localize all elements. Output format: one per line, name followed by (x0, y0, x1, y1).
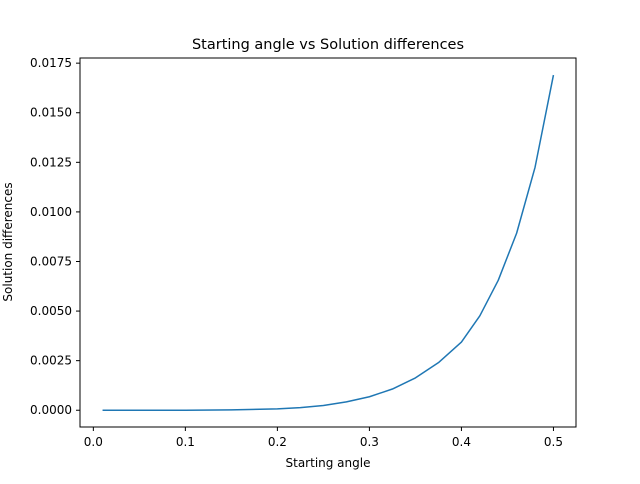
x-tick-label: 0.1 (176, 435, 195, 449)
y-tick-label: 0.0000 (30, 403, 72, 417)
x-axis-label: Starting angle (286, 456, 371, 470)
x-axis: 0.0 0.1 0.2 0.3 0.4 0.5 (84, 427, 563, 449)
x-tick-label: 0.5 (544, 435, 563, 449)
x-tick-label: 0.3 (360, 435, 379, 449)
y-tick-label: 0.0050 (30, 304, 72, 318)
x-tick-label: 0.4 (452, 435, 471, 449)
y-tick-label: 0.0100 (30, 205, 72, 219)
plot-area (102, 74, 555, 411)
y-tick-label: 0.0150 (30, 106, 72, 120)
y-tick-label: 0.0025 (30, 354, 72, 368)
y-tick-label: 0.0075 (30, 254, 72, 268)
x-tick-label: 0.2 (268, 435, 287, 449)
x-tick-label: 0.0 (84, 435, 103, 449)
y-axis-label: Solution differences (1, 182, 15, 301)
chart-title: Starting angle vs Solution differences (192, 37, 464, 53)
y-axis: 0.0000 0.0025 0.0050 0.0075 0.0100 0.0125 0.01… (30, 56, 80, 417)
plot-frame (79, 57, 577, 428)
y-tick-label: 0.0175 (30, 56, 72, 70)
y-tick-label: 0.0125 (30, 155, 72, 169)
series-line (102, 74, 555, 411)
